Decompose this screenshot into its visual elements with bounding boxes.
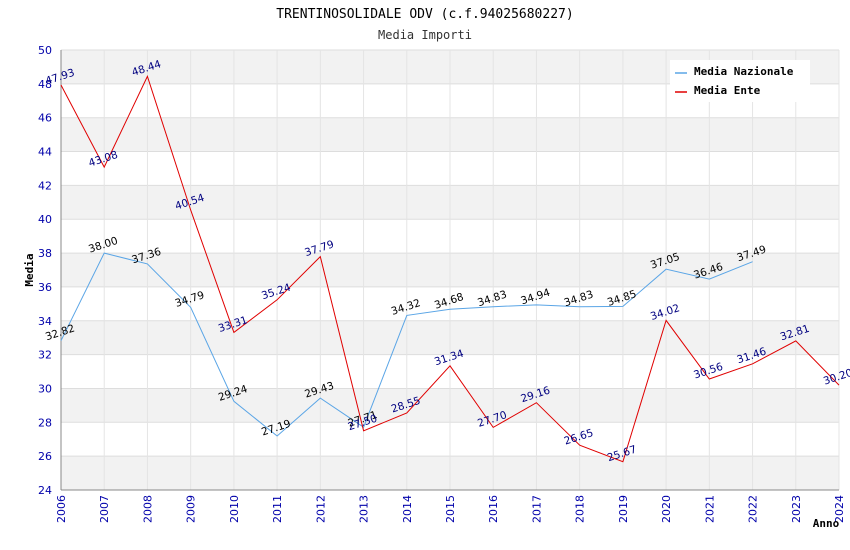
y-tick-label: 48 (38, 78, 52, 91)
y-tick-label: 42 (38, 179, 52, 192)
data-label-ente: 47.93 (44, 67, 76, 88)
x-tick-label: 2023 (790, 495, 803, 523)
x-tick-label: 2018 (574, 495, 587, 523)
x-tick-label: 2015 (444, 495, 457, 523)
data-label-nazionale: 38.00 (87, 235, 119, 256)
series-line-nazionale (60, 252, 753, 437)
x-tick-label: 2014 (401, 495, 414, 523)
x-tick-label: 2010 (228, 495, 241, 523)
x-tick-label: 2007 (98, 495, 111, 523)
y-tick-labels: 24 26 28 30 32 34 36 38 40 42 44 46 48 50 (38, 44, 52, 497)
x-tick-label: 2019 (617, 495, 630, 523)
y-tick-label: 50 (38, 44, 52, 57)
x-tick-label: 2011 (271, 495, 284, 523)
y-axis-label: Media (23, 253, 36, 286)
x-tick-label: 2020 (660, 495, 673, 523)
legend-box (670, 60, 810, 102)
data-label-nazionale: 34.94 (519, 287, 552, 308)
data-label-ente: 30.20 (822, 367, 850, 388)
y-tick-label: 30 (38, 382, 52, 395)
chart-title: TRENTINOSOLIDALE ODV (c.f.94025680227) (276, 7, 573, 22)
legend: Media Nazionale Media Ente (670, 60, 810, 102)
y-tick-label: 44 (38, 146, 52, 159)
y-tick-label: 36 (38, 281, 52, 294)
y-tick-label: 28 (38, 416, 52, 429)
x-tick-labels: 2006 2007 2008 2009 2010 2011 2012 2013 2014 2015… (55, 495, 846, 523)
legend-label-ente: Media Ente (694, 84, 761, 97)
data-label-nazionale: 34.83 (563, 289, 595, 310)
legend-label-nazionale: Media Nazionale (694, 65, 794, 78)
x-tick-label: 2021 (703, 495, 716, 523)
x-axis-label: Anno (813, 517, 840, 530)
x-tick-label: 2008 (141, 495, 154, 523)
chart-subtitle: Media Importi (378, 28, 472, 42)
x-tick-label: 2006 (55, 495, 68, 523)
series-lines (60, 75, 840, 463)
data-label-ente: 34.02 (649, 302, 681, 323)
y-tick-label: 40 (38, 213, 52, 226)
x-tick-label: 2013 (358, 495, 371, 523)
x-tick-label: 2012 (314, 495, 327, 523)
y-tick-label: 38 (38, 247, 52, 260)
y-tick-label: 26 (38, 450, 52, 463)
y-tick-label: 46 (38, 112, 52, 125)
y-tick-label: 34 (38, 315, 52, 328)
x-tick-label: 2009 (185, 495, 198, 523)
axes (60, 50, 839, 491)
x-tick-label: 2016 (487, 495, 500, 523)
y-tick-label: 32 (38, 349, 52, 362)
x-tick-label: 2024 (833, 495, 846, 523)
data-label-nazionale: 34.85 (606, 288, 638, 309)
x-tick-label: 2022 (747, 495, 760, 523)
data-label-nazionale: 34.32 (390, 297, 422, 318)
series-line-ente (60, 75, 840, 463)
x-tick-label: 2017 (530, 495, 543, 523)
y-tick-label: 24 (38, 484, 52, 497)
